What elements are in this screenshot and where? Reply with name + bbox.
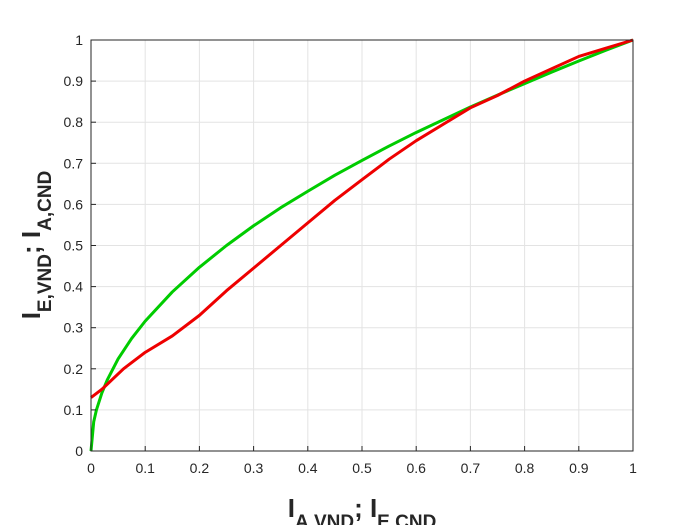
x-tick-label: 0.9 bbox=[569, 460, 589, 476]
axis-label-part: ; I bbox=[354, 493, 377, 523]
x-tick-label: 0.3 bbox=[244, 460, 264, 476]
y-tick-label: 1 bbox=[75, 32, 83, 48]
x-tick-label: 0.7 bbox=[461, 460, 481, 476]
x-tick-label: 0 bbox=[87, 460, 95, 476]
x-tick-label: 0.5 bbox=[352, 460, 372, 476]
y-tick-label: 0.2 bbox=[64, 361, 84, 377]
y-tick-label: 0.5 bbox=[64, 238, 84, 254]
x-tick-label: 0.2 bbox=[190, 460, 210, 476]
x-tick-label: 1 bbox=[629, 460, 637, 476]
ticks: 0 0.1 0.2 0.3 0.4 0.5 0.6 0.7 0.8 0.9 1 0 0.1 0.2 0.3 0… bbox=[64, 32, 638, 476]
axis-label-part: I bbox=[288, 493, 295, 523]
axis-label-part: E,CND bbox=[377, 512, 436, 525]
y-tick-label: 0.3 bbox=[64, 320, 84, 336]
axis-label-part: A,CND bbox=[35, 171, 56, 231]
y-tick-label: 0.6 bbox=[64, 196, 84, 212]
x-tick-label: 0.8 bbox=[515, 460, 535, 476]
y-tick-label: 0.9 bbox=[64, 73, 84, 89]
axis-label-part: ; I bbox=[16, 231, 46, 254]
x-tick-label: 0.1 bbox=[135, 460, 155, 476]
y-tick-label: 0 bbox=[75, 443, 83, 459]
y-tick-label: 0.1 bbox=[64, 402, 84, 418]
y-tick-label: 0.7 bbox=[64, 155, 84, 171]
axis-label-part: E,VND bbox=[35, 254, 56, 312]
lines bbox=[89, 38, 634, 452]
data-line bbox=[90, 38, 634, 399]
y-axis-label: IE,VND; IA,CND bbox=[16, 171, 56, 320]
x-tick-label: 0.4 bbox=[298, 460, 318, 476]
data-line bbox=[89, 38, 634, 452]
x-axis-label: IA,VND; IE,CND bbox=[288, 493, 437, 525]
axis-label-part: A,VND bbox=[295, 512, 354, 525]
axis-label-part: I bbox=[16, 312, 46, 319]
y-tick-label: 0.8 bbox=[64, 114, 84, 130]
y-tick-label: 0.4 bbox=[64, 279, 84, 295]
x-tick-label: 0.6 bbox=[406, 460, 426, 476]
